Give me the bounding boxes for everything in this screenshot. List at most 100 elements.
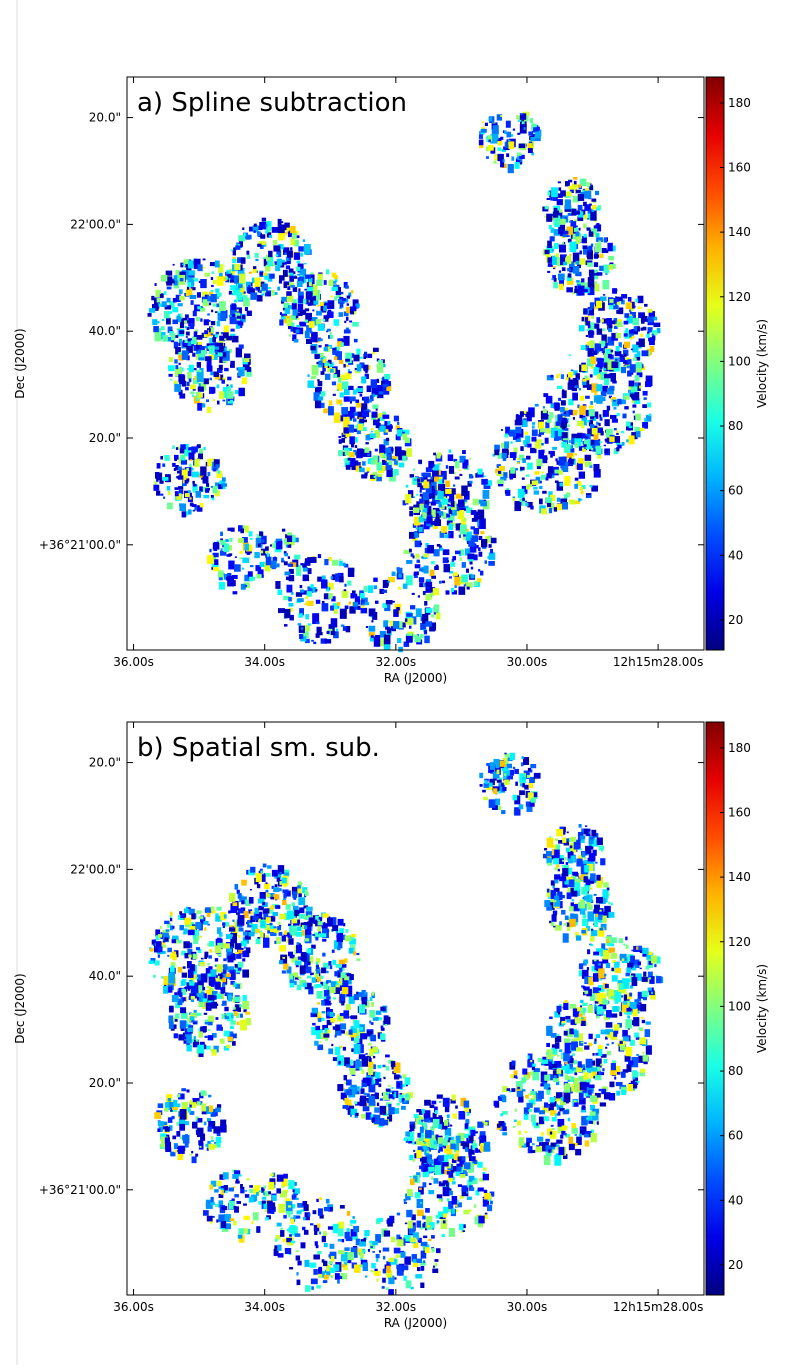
map-pixel	[259, 290, 262, 293]
map-pixel	[379, 391, 384, 394]
map-pixel	[351, 1037, 354, 1040]
map-pixel	[289, 1225, 295, 1233]
map-pixel	[365, 602, 369, 605]
map-pixel	[330, 1012, 334, 1017]
map-pixel	[427, 545, 434, 554]
map-pixel	[160, 456, 163, 459]
map-pixel	[586, 335, 588, 337]
map-pixel	[184, 908, 189, 913]
map-pixel	[249, 272, 252, 274]
map-pixel	[568, 213, 572, 216]
map-pixel	[212, 337, 216, 342]
map-pixel	[480, 571, 483, 576]
map-pixel	[310, 557, 317, 563]
map-pixel	[260, 892, 266, 899]
map-pixel	[579, 325, 585, 331]
map-pixel	[154, 939, 156, 941]
map-pixel	[481, 129, 487, 133]
map-pixel	[354, 425, 356, 427]
map-pixel	[443, 1220, 446, 1223]
map-pixel	[158, 955, 160, 958]
map-pixel	[592, 205, 597, 209]
map-pixel	[413, 469, 415, 471]
map-pixel	[586, 495, 591, 498]
map-pixel	[237, 1022, 240, 1025]
map-pixel	[600, 441, 603, 443]
map-pixel	[342, 1239, 345, 1242]
map-pixel	[392, 1091, 394, 1093]
map-pixel	[241, 584, 246, 590]
map-pixel	[209, 345, 215, 353]
map-pixel	[223, 964, 227, 970]
map-pixel	[427, 1225, 430, 1227]
map-pixel	[589, 409, 595, 416]
map-pixel	[506, 132, 511, 138]
map-pixel	[209, 949, 212, 952]
map-pixel	[471, 567, 473, 570]
map-pixel	[247, 255, 250, 259]
map-pixel	[157, 298, 161, 303]
map-pixel	[547, 198, 550, 200]
map-pixel	[494, 450, 499, 456]
map-pixel	[609, 299, 613, 303]
map-pixel	[515, 427, 521, 434]
map-pixel	[316, 1285, 320, 1288]
map-pixel	[375, 635, 380, 643]
map-pixel	[208, 1016, 214, 1023]
map-pixel	[220, 313, 226, 321]
map-pixel	[345, 929, 348, 933]
map-pixel	[237, 316, 241, 319]
map-pixel	[396, 607, 400, 610]
map-pixel	[329, 280, 334, 286]
map-pixel	[322, 319, 325, 321]
map-pixel	[354, 339, 358, 343]
map-pixel	[600, 319, 603, 322]
map-pixel	[323, 1280, 327, 1283]
map-pixel	[194, 278, 198, 281]
map-pixel	[334, 971, 337, 976]
map-pixel	[380, 1033, 385, 1040]
map-pixel	[177, 347, 180, 351]
map-pixel	[261, 550, 263, 553]
map-pixel	[635, 414, 641, 421]
map-pixel	[366, 626, 368, 628]
map-pixel	[277, 563, 280, 567]
map-pixel	[636, 342, 640, 345]
map-pixel	[397, 638, 401, 643]
map-pixel	[318, 1018, 321, 1022]
map-pixel	[353, 1226, 359, 1232]
map-pixel	[389, 1094, 394, 1098]
map-pixel	[249, 577, 255, 581]
map-pixel	[471, 510, 477, 515]
map-pixel	[488, 139, 491, 142]
map-pixel	[584, 376, 587, 379]
map-pixel	[296, 1272, 298, 1275]
map-pixel	[480, 531, 484, 534]
map-pixel	[241, 1189, 245, 1193]
x-tick-label: 12h15m28.00s	[613, 655, 703, 669]
map-pixel	[312, 1008, 318, 1014]
map-pixel	[368, 1043, 372, 1046]
map-pixel	[227, 576, 234, 587]
map-pixel	[261, 284, 267, 291]
map-pixel	[488, 544, 491, 548]
map-pixel	[318, 345, 321, 347]
map-pixel	[350, 1114, 352, 1117]
map-pixel	[587, 384, 592, 390]
map-pixel	[198, 1031, 203, 1037]
map-pixel	[364, 1230, 369, 1236]
map-pixel	[603, 368, 606, 371]
map-pixel	[305, 331, 310, 338]
map-pixel	[180, 1007, 186, 1013]
map-pixel	[371, 635, 374, 638]
map-pixel	[361, 376, 366, 383]
map-pixel	[469, 1209, 471, 1212]
map-pixel	[414, 637, 420, 643]
map-pixel	[593, 464, 599, 471]
map-pixel	[444, 1120, 448, 1127]
map-pixel	[441, 526, 447, 533]
map-pixel	[592, 210, 595, 212]
map-pixel	[635, 383, 638, 386]
map-pixel	[313, 1254, 320, 1259]
map-pixel	[630, 364, 636, 372]
